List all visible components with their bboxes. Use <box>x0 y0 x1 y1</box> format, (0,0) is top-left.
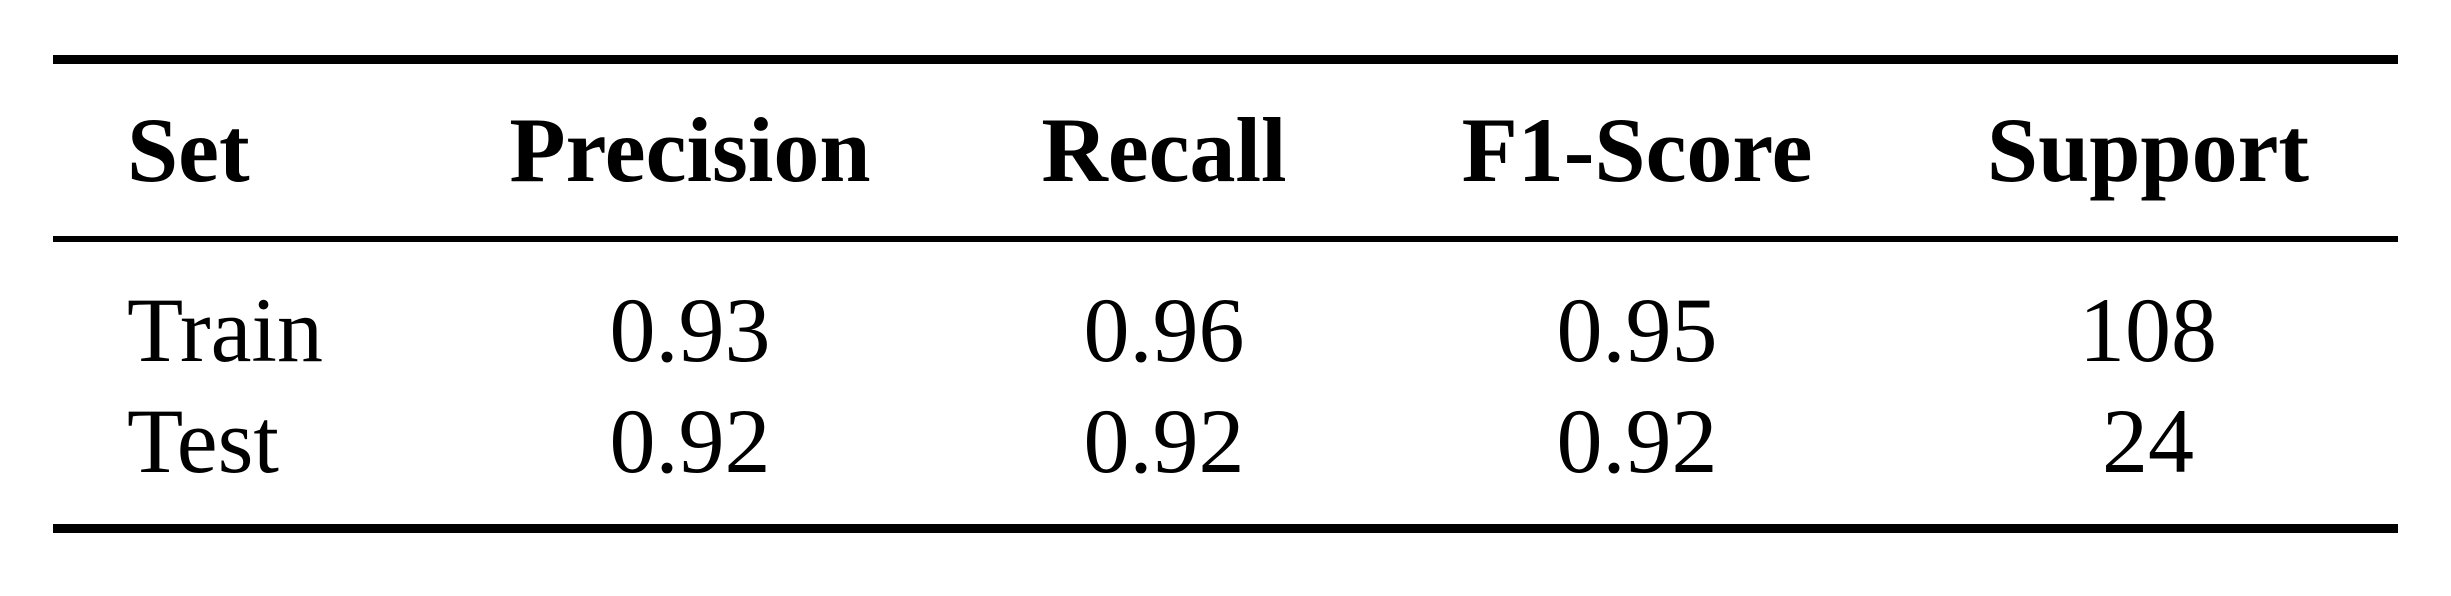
table-header-rule <box>53 236 2398 242</box>
test-f1-score: 0.92 <box>1556 390 1718 492</box>
test-precision: 0.92 <box>609 390 771 492</box>
header-f1-score: F1-Score <box>1461 99 1813 201</box>
train-support: 108 <box>2079 279 2217 381</box>
test-recall: 0.92 <box>1083 390 1245 492</box>
table-bottom-rule <box>53 524 2398 533</box>
train-precision: 0.93 <box>609 279 771 381</box>
table-top-rule <box>53 55 2398 64</box>
header-set: Set <box>127 99 250 201</box>
header-support: Support <box>1986 99 2310 201</box>
train-f1-score: 0.95 <box>1556 279 1718 381</box>
row-label-train: Train <box>127 279 323 381</box>
header-recall: Recall <box>1041 99 1287 201</box>
test-support: 24 <box>2102 390 2194 492</box>
train-recall: 0.96 <box>1083 279 1245 381</box>
header-precision: Precision <box>509 99 871 201</box>
row-label-test: Test <box>127 390 279 492</box>
